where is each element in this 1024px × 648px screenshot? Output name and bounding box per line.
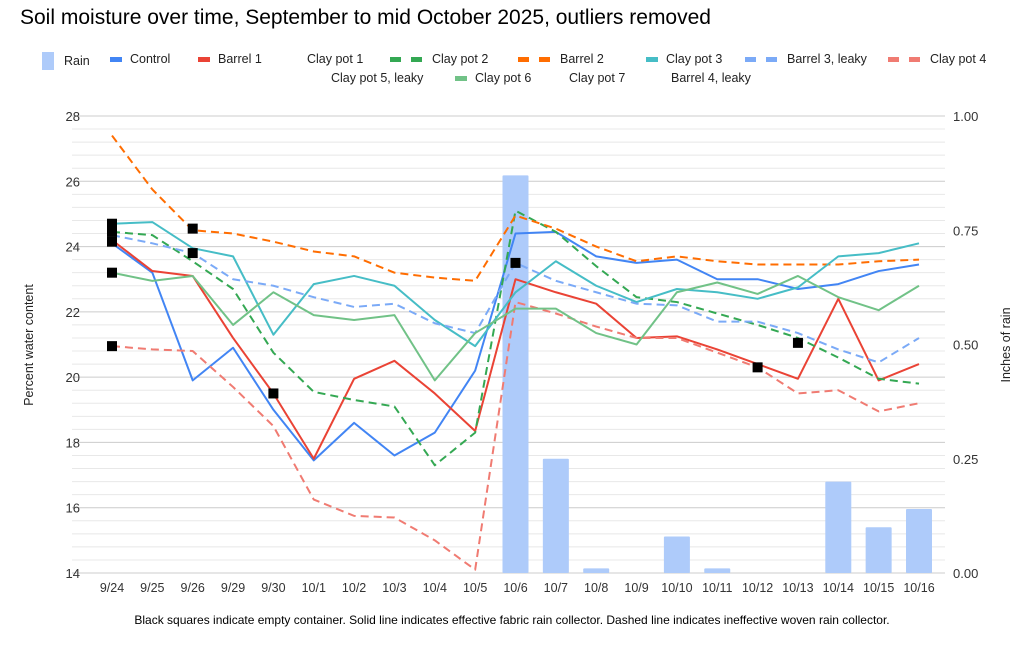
empty-container-marker [107, 267, 117, 278]
x-tick-label: 10/3 [382, 581, 406, 595]
y-tick-label: 14 [66, 566, 80, 581]
x-tick-label: 9/24 [100, 581, 124, 595]
legend-item: Clay pot 7 [569, 71, 625, 85]
chart-title: Soil moisture over time, September to mi… [20, 6, 711, 29]
x-tick-label: 10/14 [823, 581, 854, 595]
x-tick-label: 10/4 [423, 581, 447, 595]
legend-label: Barrel 4, leaky [671, 71, 751, 85]
legend-item: Clay pot 6 [455, 71, 531, 85]
x-tick-label: 10/1 [302, 581, 326, 595]
series-line-clay-pot-3 [111, 221, 920, 348]
series-line-control [111, 230, 920, 462]
legend-swatch [888, 56, 920, 62]
legend-swatch [646, 56, 658, 62]
x-tick-label: 10/13 [782, 581, 813, 595]
legend-label: Rain [64, 54, 90, 68]
y2-tick-label: 0.75 [953, 223, 978, 238]
y-tick-label: 22 [66, 305, 80, 320]
rain-bar [704, 568, 731, 573]
y2-tick-label: 0.25 [953, 452, 978, 467]
empty-container-marker [107, 226, 117, 237]
series-line-clay-pot-2 [111, 209, 920, 467]
legend-item: Rain [42, 52, 90, 70]
legend-label: Clay pot 6 [475, 71, 532, 85]
x-tick-label: 10/9 [624, 581, 648, 595]
empty-container-marker [752, 362, 763, 373]
x-tick-label: 10/10 [661, 581, 692, 595]
x-tick-label: 9/26 [181, 581, 205, 595]
legend-label: Clay pot 2 [432, 52, 489, 66]
empty-container-marker [107, 341, 117, 352]
x-tick-label: 10/15 [863, 581, 894, 595]
series-line-barrel-1 [111, 239, 920, 460]
x-tick-label: 10/5 [463, 581, 487, 595]
legend: Rain Control Barrel 1 Clay pot 1 Clay pot 2 B… [0, 0, 1024, 100]
y2-tick-label: 0.50 [953, 338, 978, 353]
legend-label: Barrel 2 [560, 52, 604, 66]
series-line-barrel-2 [111, 134, 920, 282]
y2-tick-label: 1.00 [953, 109, 978, 124]
series-line-clay-pot-6 [111, 271, 920, 382]
legend-label: Barrel 1 [218, 52, 262, 66]
x-tick-label: 10/2 [342, 581, 366, 595]
legend-swatch [518, 56, 550, 62]
x-tick-label: 10/16 [903, 581, 934, 595]
legend-swatch [390, 56, 422, 62]
legend-item: Barrel 2 [518, 52, 604, 66]
x-tick-label: 10/12 [742, 581, 773, 595]
legend-item: Barrel 1 [198, 52, 262, 66]
x-tick-label: 10/8 [584, 581, 608, 595]
y-tick-label: 20 [66, 370, 80, 385]
legend-item: Clay pot 3 [646, 52, 722, 66]
rain-bar [663, 536, 690, 573]
legend-item: Clay pot 2 [390, 52, 488, 66]
empty-container-marker [510, 257, 521, 268]
rain-bar [865, 527, 892, 573]
legend-label: Barrel 3, leaky [787, 52, 867, 66]
empty-container-marker [187, 223, 198, 234]
rain-bar [583, 568, 610, 573]
y2-tick-label: 0.00 [953, 566, 978, 581]
y-tick-label: 18 [66, 435, 80, 450]
x-tick-label: 10/6 [503, 581, 527, 595]
legend-label: Clay pot 3 [666, 52, 723, 66]
rain-bar [542, 458, 569, 573]
y-tick-label: 24 [66, 240, 80, 255]
legend-item: Barrel 4, leaky [671, 71, 751, 85]
legend-swatch [198, 56, 210, 62]
y2-axis-title: Inches of rain [999, 307, 1013, 382]
rain-bar [825, 481, 852, 573]
legend-label: Clay pot 5, leaky [331, 71, 424, 85]
y-tick-label: 16 [66, 501, 80, 516]
x-tick-label: 9/30 [261, 581, 285, 595]
legend-item: Clay pot 4 [888, 52, 986, 66]
legend-label: Control [130, 52, 171, 66]
empty-container-marker [187, 248, 198, 259]
empty-container-marker [268, 388, 279, 399]
empty-container-marker [107, 236, 117, 247]
x-tick-label: 9/29 [221, 581, 245, 595]
y-tick-label: 28 [66, 109, 80, 124]
empty-container-marker [107, 218, 117, 229]
chart-footnote: Black squares indicate empty container. … [134, 613, 890, 627]
x-tick-label: 10/7 [544, 581, 568, 595]
empty-container-marker [792, 337, 803, 348]
rain-bar [906, 509, 932, 573]
legend-item: Barrel 3, leaky [745, 52, 867, 66]
legend-swatch [42, 52, 54, 70]
legend-item: Clay pot 5, leaky [331, 71, 423, 85]
legend-item: Clay pot 1 [307, 52, 363, 66]
legend-swatch [455, 75, 467, 81]
legend-label: Clay pot 7 [569, 71, 626, 85]
legend-label: Clay pot 1 [307, 52, 364, 66]
y-axis-title: Percent water content [22, 284, 36, 406]
x-tick-label: 10/11 [702, 581, 732, 595]
y-tick-label: 26 [66, 174, 80, 189]
legend-swatch [110, 56, 122, 62]
x-tick-label: 9/25 [140, 581, 164, 595]
legend-swatch [745, 56, 777, 62]
legend-label: Clay pot 4 [930, 52, 987, 66]
legend-item: Control [110, 52, 170, 66]
